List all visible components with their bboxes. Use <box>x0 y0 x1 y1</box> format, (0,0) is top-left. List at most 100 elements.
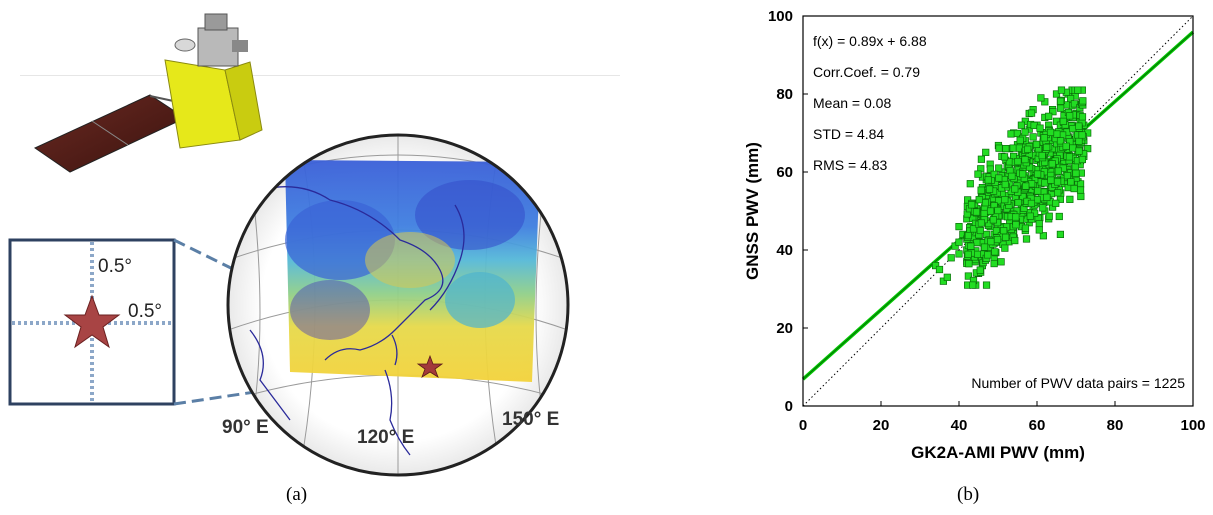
data-point <box>939 277 947 285</box>
y-tick-label: 0 <box>785 398 793 415</box>
data-point <box>967 242 975 250</box>
data-point <box>1043 193 1051 201</box>
data-point <box>1017 121 1025 129</box>
scatter-chart: 0 20 40 60 80 100 0 20 40 60 80 100 f(x) = 0.89x + … <box>743 8 1206 462</box>
data-point <box>1039 232 1047 240</box>
data-point <box>1035 220 1043 228</box>
lon-label-150: 150° E <box>502 409 559 430</box>
data-point <box>1054 167 1062 175</box>
data-point <box>1047 176 1055 184</box>
data-point <box>1043 143 1051 151</box>
data-point <box>981 199 989 207</box>
data-point <box>982 148 990 156</box>
data-point <box>1002 145 1010 153</box>
data-point <box>1021 224 1030 232</box>
data-point <box>980 209 988 218</box>
data-point <box>1026 212 1034 220</box>
satellite-illustration <box>20 13 620 173</box>
data-point <box>1065 153 1074 161</box>
data-point <box>1011 185 1019 193</box>
grid-label-vertical: 0.5° <box>98 256 132 277</box>
stat-fit: f(x) = 0.89x + 6.88 <box>813 33 927 49</box>
data-point <box>1052 90 1061 98</box>
data-point <box>1000 227 1008 235</box>
data-point <box>995 174 1003 182</box>
data-point <box>1057 86 1066 94</box>
data-point <box>951 242 959 250</box>
y-axis-label: GNSS PWV (mm) <box>743 142 762 280</box>
data-point <box>964 272 972 280</box>
data-point <box>985 219 993 228</box>
data-point <box>1045 112 1053 120</box>
y-tick-label: 100 <box>768 8 793 25</box>
data-point <box>972 208 981 216</box>
data-point <box>1027 199 1036 208</box>
data-point <box>935 265 944 274</box>
data-point <box>1038 152 1046 160</box>
data-point <box>1076 180 1085 188</box>
data-point <box>1059 117 1067 125</box>
data-pairs-note: Number of PWV data pairs = 1225 <box>971 375 1185 391</box>
stat-std: STD = 4.84 <box>813 126 884 142</box>
data-point <box>975 196 983 204</box>
data-point <box>982 281 991 289</box>
data-point <box>1077 192 1085 201</box>
data-point <box>965 260 973 268</box>
lon-label-120: 120° E <box>357 427 414 448</box>
grid-label-horizontal: 0.5° <box>128 301 162 322</box>
data-point <box>976 266 984 274</box>
y-tick-label: 20 <box>776 320 793 337</box>
data-point <box>1034 170 1042 178</box>
data-point <box>1055 212 1063 221</box>
data-point <box>966 180 974 188</box>
data-point <box>986 207 995 215</box>
y-tick-label: 40 <box>776 242 793 259</box>
data-point <box>987 238 995 246</box>
data-point <box>1046 128 1055 136</box>
data-point <box>1001 180 1009 189</box>
data-point <box>986 165 994 173</box>
data-point <box>1000 153 1009 161</box>
data-point <box>994 206 1002 215</box>
plot-frame <box>802 15 1194 407</box>
data-point <box>993 235 1002 244</box>
data-point <box>1069 125 1077 133</box>
data-point <box>1022 182 1030 190</box>
data-point <box>1056 230 1064 238</box>
data-point <box>1049 108 1057 116</box>
data-point <box>1012 213 1020 221</box>
data-point <box>1001 196 1009 204</box>
data-point <box>1045 212 1053 220</box>
data-point <box>1008 172 1016 180</box>
data-point <box>995 144 1003 152</box>
data-point <box>1076 186 1085 194</box>
data-point <box>1075 137 1083 145</box>
data-point <box>1014 157 1022 166</box>
data-point <box>1078 131 1086 139</box>
x-tick-label: 40 <box>951 417 968 434</box>
data-point <box>977 219 985 227</box>
data-point <box>977 155 986 163</box>
data-point <box>969 281 977 289</box>
data-point <box>1070 100 1079 108</box>
panel-a-figure: 0.5° 0.5° <box>8 13 620 477</box>
globe-map <box>226 133 570 477</box>
data-point <box>990 170 998 178</box>
data-point <box>969 225 978 233</box>
data-point <box>1078 155 1087 164</box>
data-point <box>1070 184 1078 193</box>
data-point <box>1066 112 1074 120</box>
data-point <box>1030 121 1038 130</box>
data-point <box>1002 233 1010 241</box>
data-point <box>968 201 976 209</box>
data-point <box>1084 145 1092 153</box>
data-point <box>1041 179 1049 187</box>
data-point <box>955 223 963 231</box>
data-point <box>1012 221 1020 229</box>
x-tick-label: 80 <box>1107 417 1124 434</box>
data-point <box>943 273 951 281</box>
data-point <box>1056 137 1065 145</box>
data-point <box>980 243 989 251</box>
data-point <box>1001 244 1009 252</box>
data-point <box>1069 144 1077 152</box>
